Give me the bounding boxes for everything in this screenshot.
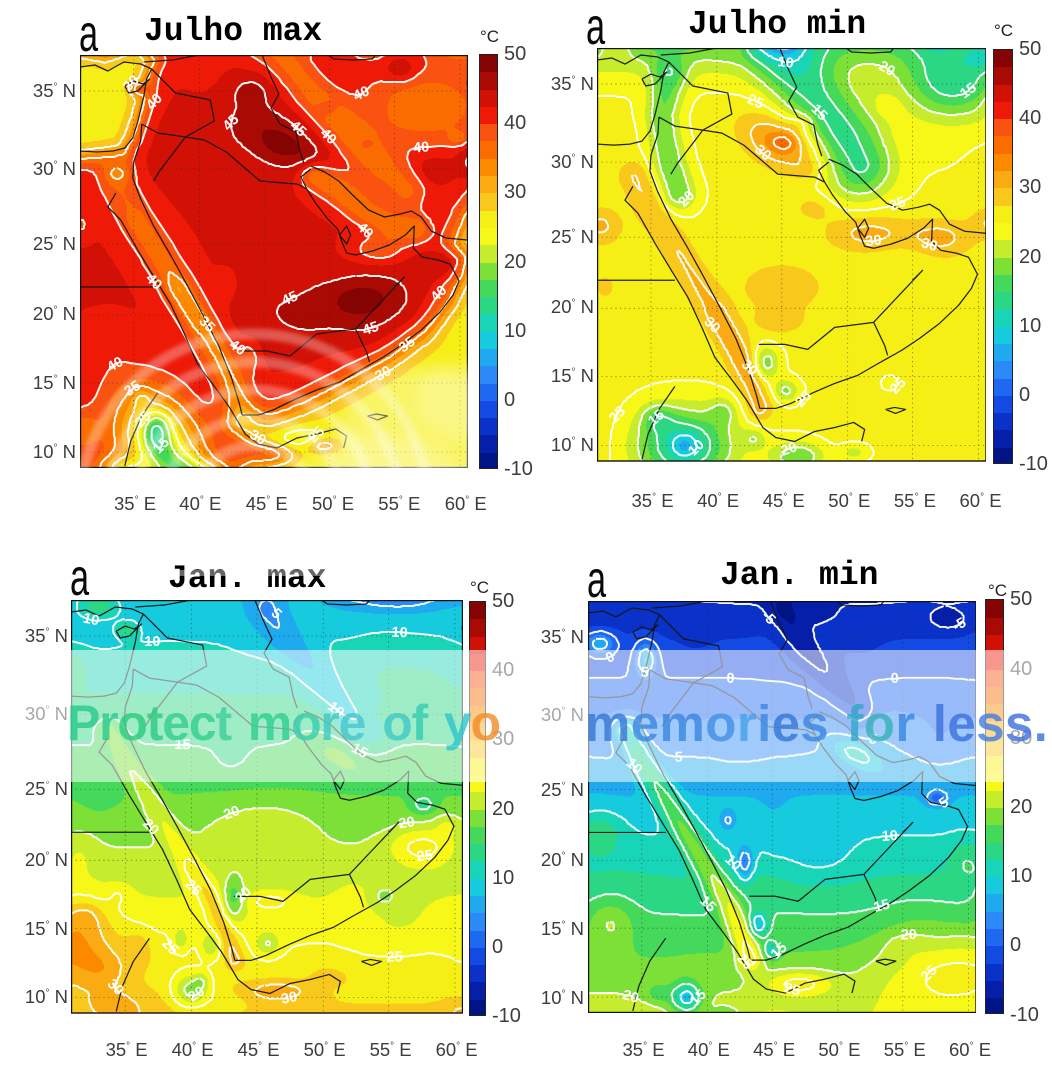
svg-text:25: 25 bbox=[782, 980, 801, 999]
svg-text:30: 30 bbox=[864, 232, 882, 250]
svg-text:10: 10 bbox=[81, 611, 100, 630]
svg-text:25: 25 bbox=[744, 91, 765, 112]
svg-text:30: 30 bbox=[919, 235, 939, 255]
svg-text:25: 25 bbox=[887, 194, 908, 215]
svg-text:40: 40 bbox=[350, 83, 371, 104]
svg-text:10: 10 bbox=[391, 625, 408, 642]
svg-text:20: 20 bbox=[875, 58, 897, 80]
svg-text:30: 30 bbox=[279, 989, 298, 1008]
svg-text:45: 45 bbox=[360, 319, 380, 339]
svg-text:20: 20 bbox=[185, 983, 207, 1005]
svg-text:20: 20 bbox=[778, 439, 798, 459]
svg-text:15: 15 bbox=[872, 896, 892, 916]
svg-text:10: 10 bbox=[144, 634, 160, 650]
svg-text:25: 25 bbox=[416, 848, 434, 866]
svg-text:15: 15 bbox=[645, 407, 668, 430]
svg-text:20: 20 bbox=[620, 987, 640, 1007]
svg-text:20: 20 bbox=[900, 927, 916, 943]
svg-text:40: 40 bbox=[104, 354, 126, 376]
svg-text:45: 45 bbox=[279, 288, 300, 309]
svg-text:30: 30 bbox=[751, 142, 774, 165]
svg-text:45: 45 bbox=[286, 118, 309, 141]
svg-text:25: 25 bbox=[386, 949, 402, 965]
svg-text:10: 10 bbox=[776, 54, 794, 72]
svg-text:40: 40 bbox=[226, 337, 248, 359]
svg-text:10: 10 bbox=[881, 828, 898, 845]
svg-text:15: 15 bbox=[957, 80, 979, 102]
svg-text:40: 40 bbox=[412, 139, 429, 156]
svg-text:35: 35 bbox=[396, 334, 418, 356]
svg-text:20: 20 bbox=[221, 803, 242, 824]
svg-text:20: 20 bbox=[397, 814, 415, 832]
